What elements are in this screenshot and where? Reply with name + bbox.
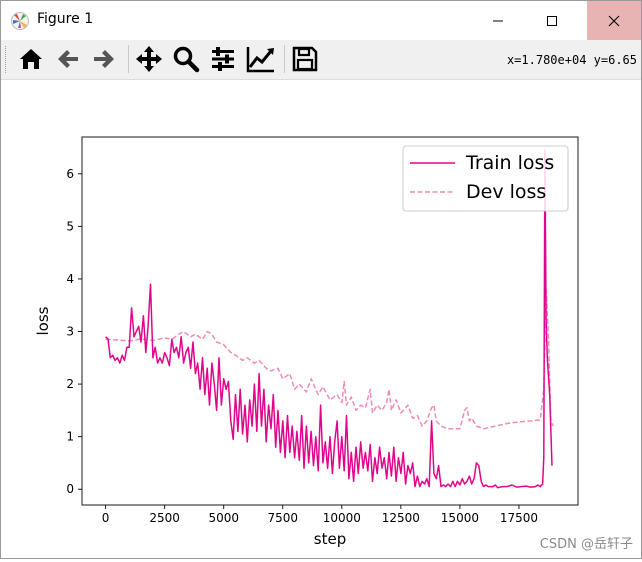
maximize-icon: [547, 15, 557, 26]
watermark: CSDN @岳轩子: [539, 537, 633, 552]
navigation-toolbar: x=1.780e+04 y=6.65: [1, 40, 641, 80]
sliders-icon: [212, 47, 234, 71]
y-axis-label: loss: [34, 306, 52, 335]
y-tick-label: 0: [66, 482, 74, 496]
toolbar-separator: [128, 45, 129, 73]
edit-axis-button[interactable]: [246, 44, 276, 74]
move-icon: [136, 46, 162, 72]
close-icon: [608, 15, 620, 26]
line-chart-icon: [246, 47, 274, 73]
x-tick-label: 0: [102, 511, 110, 525]
x-tick-label: 2500: [149, 511, 180, 525]
x-tick-label: 7500: [267, 511, 298, 525]
window-title: Figure 1: [37, 11, 94, 27]
matplotlib-logo-icon: [11, 12, 29, 30]
x-tick-label: 12500: [382, 511, 420, 525]
floppy-disk-icon: [292, 46, 318, 72]
axes-frame: [81, 136, 579, 506]
maximize-button[interactable]: [529, 1, 575, 40]
configure-subplots-button[interactable]: [208, 44, 238, 74]
minimize-button[interactable]: [475, 1, 521, 40]
series-line-train-loss: [105, 149, 553, 489]
x-tick-label: 17500: [500, 511, 538, 525]
y-tick-label: 3: [66, 325, 74, 339]
zoom-button[interactable]: [171, 44, 201, 74]
y-tick-label: 2: [66, 377, 74, 391]
x-tick-label: 15000: [441, 511, 479, 525]
y-tick-label: 1: [66, 430, 74, 444]
minimize-icon: [493, 20, 503, 21]
back-button[interactable]: [53, 44, 83, 74]
home-icon: [20, 49, 42, 69]
x-tick-label: 5000: [208, 511, 239, 525]
title-bar[interactable]: Figure 1: [1, 1, 641, 40]
magnifier-icon: [173, 46, 200, 73]
y-tick-label: 5: [66, 219, 74, 233]
loss-chart[interactable]: 0 2500 5000 7500 10000 12500 15000 17500 0 1 2 3 4 5 6…: [1, 80, 641, 558]
x-tick-label: 10000: [323, 511, 361, 525]
toolbar-separator: [284, 45, 285, 73]
x-axis-label: step: [314, 530, 346, 548]
pan-button[interactable]: [134, 44, 164, 74]
y-tick-label: 4: [66, 272, 74, 286]
cursor-coordinates: x=1.780e+04 y=6.65: [506, 53, 637, 67]
save-button[interactable]: [290, 44, 320, 74]
legend-label: Train loss: [465, 152, 554, 174]
toolbar-grip[interactable]: [5, 46, 9, 73]
figure-canvas[interactable]: 0 2500 5000 7500 10000 12500 15000 17500 0 1 2 3 4 5 6…: [1, 80, 641, 558]
arrow-right-icon: [94, 50, 114, 68]
series-line-dev-loss: [105, 288, 554, 430]
arrow-left-icon: [58, 50, 78, 68]
legend-label: Dev loss: [466, 181, 546, 203]
close-button[interactable]: [587, 1, 641, 40]
y-tick-label: 6: [66, 167, 74, 181]
home-button[interactable]: [16, 44, 46, 74]
forward-button[interactable]: [89, 44, 119, 74]
